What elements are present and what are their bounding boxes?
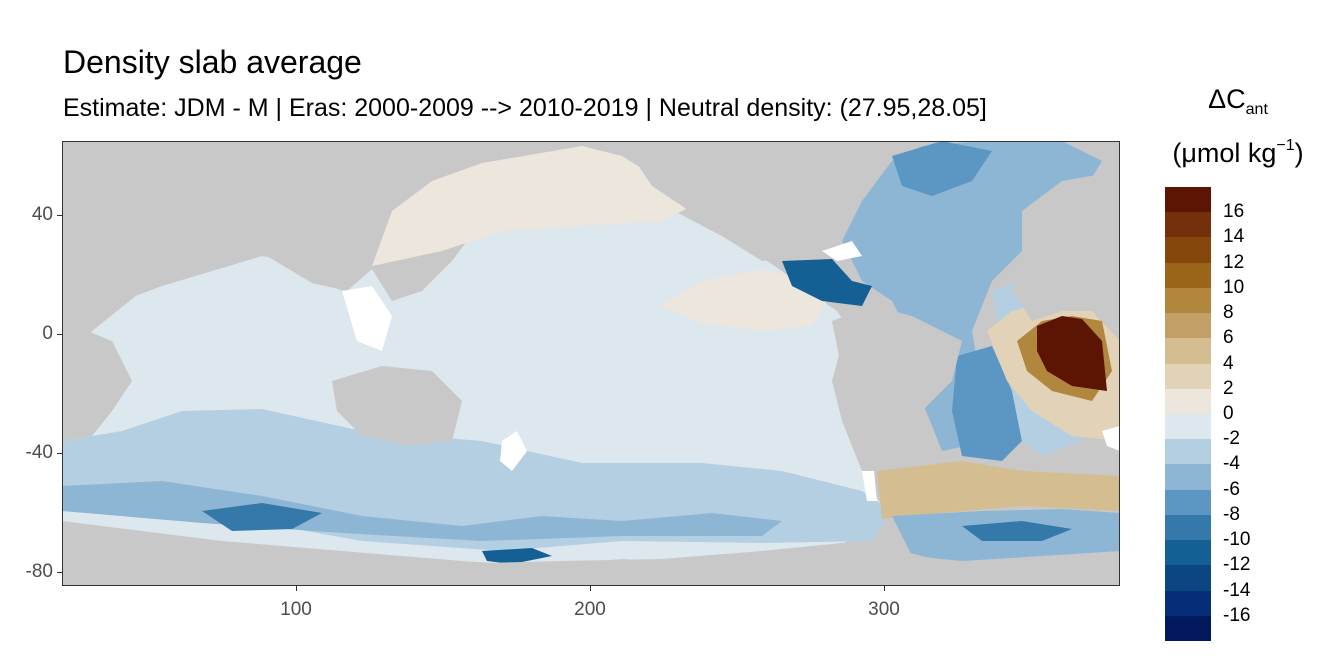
legend-label: 10 xyxy=(1223,276,1245,298)
map-panel xyxy=(62,141,1120,586)
legend-unit-sup: −1 xyxy=(1276,137,1295,154)
legend-label: 6 xyxy=(1223,327,1234,349)
east-atlantic-positive-core xyxy=(1037,316,1107,391)
legend-swatch xyxy=(1165,287,1211,314)
caribbean-sea xyxy=(782,259,872,306)
legend-title-main: ΔC xyxy=(1208,84,1246,114)
ocean-regions xyxy=(62,141,1120,566)
nodata-chile-coast xyxy=(862,471,877,501)
legend-label: -12 xyxy=(1223,554,1251,576)
south-america-landmass xyxy=(832,306,962,471)
north-pacific-region xyxy=(372,146,702,266)
legend-label: -14 xyxy=(1223,579,1251,601)
legend-label: -4 xyxy=(1223,453,1240,475)
legend-label: 2 xyxy=(1223,377,1234,399)
legend-label: 16 xyxy=(1223,201,1245,223)
asia-landmass xyxy=(62,141,402,331)
ocean-field-map xyxy=(62,141,1120,586)
legend-swatch xyxy=(1165,262,1211,289)
legend-unit-prefix: (μmol kg xyxy=(1172,138,1277,168)
nodata-south-atlantic-east xyxy=(1102,426,1120,451)
y-tick-label: -80 xyxy=(25,561,53,582)
y-tick-mark xyxy=(57,334,62,335)
antarctica-landmass xyxy=(62,541,1120,586)
legend-swatch xyxy=(1165,489,1211,516)
legend-swatch xyxy=(1165,540,1211,566)
nodata-areas xyxy=(342,241,1120,501)
legend-swatch xyxy=(1165,313,1211,339)
legend-label: -10 xyxy=(1223,529,1251,551)
weddell-positive-band xyxy=(877,461,1120,519)
ross-sea-deep xyxy=(482,548,552,564)
legend-label: -8 xyxy=(1223,503,1240,525)
legend-label: 12 xyxy=(1223,251,1245,273)
legend-swatch xyxy=(1165,363,1211,390)
weddell-deep xyxy=(962,521,1072,541)
africa-west-landmass xyxy=(62,331,132,441)
legend-label: -2 xyxy=(1223,428,1240,450)
plot-subtitle: Estimate: JDM - M | Eras: 2000-2009 --> … xyxy=(63,94,987,122)
europe-africa-landmass xyxy=(1012,171,1120,331)
land-masses xyxy=(62,141,1120,586)
labrador-sea xyxy=(892,141,992,196)
legend-unit: (μmol kg−1) xyxy=(1158,137,1318,169)
x-tick-label: 300 xyxy=(868,599,900,620)
legend-swatch xyxy=(1165,514,1211,541)
legend-label: 14 xyxy=(1223,226,1245,248)
x-tick-label: 200 xyxy=(574,599,606,620)
legend-swatch xyxy=(1165,464,1211,491)
north-america-landmass xyxy=(622,141,852,261)
plot-title: Density slab average xyxy=(63,44,362,80)
southern-ocean-deep xyxy=(202,503,322,531)
y-tick-label: 40 xyxy=(31,204,53,225)
y-tick-mark xyxy=(57,453,62,454)
southern-ocean-band-2 xyxy=(62,481,782,541)
legend-swatch xyxy=(1165,212,1211,238)
legend-label: -16 xyxy=(1223,604,1251,626)
legend-swatch xyxy=(1165,237,1211,264)
legend-swatch xyxy=(1165,388,1211,415)
legend-swatch xyxy=(1165,414,1211,440)
legend-unit-suffix: ) xyxy=(1294,138,1304,168)
y-tick-mark xyxy=(57,572,62,573)
legend-title: ΔCant xyxy=(1158,84,1318,119)
y-tick-label: 0 xyxy=(42,323,53,344)
nodata-indonesia xyxy=(342,286,392,351)
nodata-gulf xyxy=(822,241,862,261)
x-tick-mark xyxy=(296,586,297,591)
legend-label: -6 xyxy=(1223,478,1240,500)
y-tick-mark xyxy=(57,215,62,216)
x-tick-mark xyxy=(884,586,885,591)
nodata-new-zealand xyxy=(500,431,527,471)
x-tick-mark xyxy=(590,586,591,591)
legend-label: 8 xyxy=(1223,302,1234,324)
legend-swatch xyxy=(1165,615,1211,642)
legend-title-sub: ant xyxy=(1245,101,1268,118)
legend-swatch xyxy=(1165,590,1211,617)
legend-label: 4 xyxy=(1223,352,1234,374)
australia-landmass xyxy=(332,366,462,446)
legend-swatch xyxy=(1165,187,1211,213)
legend-swatch xyxy=(1165,565,1211,592)
legend-swatch xyxy=(1165,439,1211,465)
east-pacific-region xyxy=(660,269,827,331)
legend-swatch xyxy=(1165,338,1211,365)
legend-label: 0 xyxy=(1223,403,1234,424)
legend-colorbar xyxy=(1165,187,1211,642)
y-tick-label: -40 xyxy=(25,442,53,463)
x-tick-label: 100 xyxy=(280,599,312,620)
